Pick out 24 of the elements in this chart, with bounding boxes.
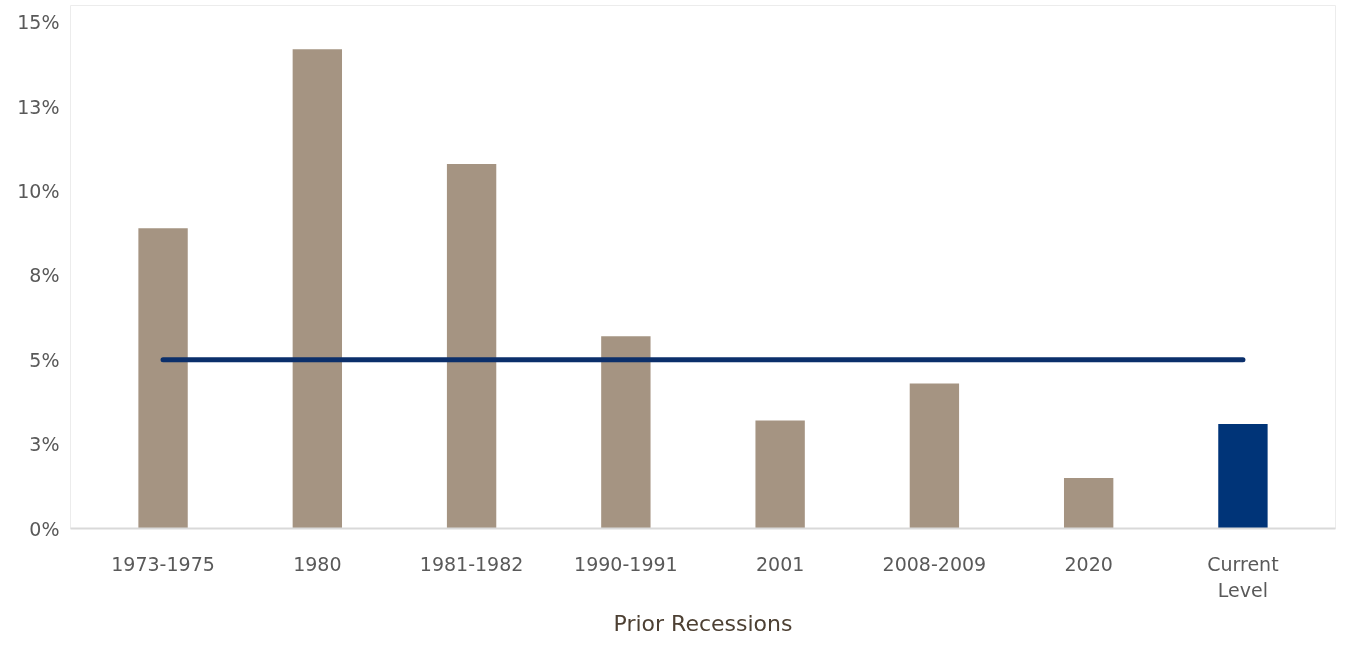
y-tick-label: 3% — [29, 433, 60, 456]
bar — [1063, 477, 1114, 529]
x-tick-label: 1973-1975 — [111, 552, 215, 575]
x-tick-label: 1980 — [293, 552, 342, 575]
y-tick-label: 15% — [17, 11, 60, 34]
bar — [446, 164, 497, 529]
y-tick-label: 13% — [17, 95, 60, 118]
y-tick-label: 10% — [17, 180, 60, 203]
y-tick-label: 0% — [29, 517, 60, 540]
bar — [755, 420, 805, 529]
bar — [1218, 423, 1268, 529]
text: Prior Recessions — [613, 610, 793, 636]
bar — [292, 49, 343, 529]
x-tick-label: 1990-1991 — [574, 552, 678, 575]
x-tick-label: 2020 — [1064, 552, 1113, 575]
y-tick-label: 5% — [29, 348, 60, 371]
x-tick-label: 1981-1982 — [419, 552, 524, 575]
x-tick-label: 2001 — [755, 552, 805, 575]
bar — [138, 228, 188, 529]
bar — [601, 336, 651, 529]
y-tick-label: 8% — [29, 264, 60, 287]
x-tick-label: 2008-2009 — [882, 552, 987, 575]
bar — [909, 383, 960, 529]
x-tick-label: Current Level — [1207, 552, 1279, 601]
